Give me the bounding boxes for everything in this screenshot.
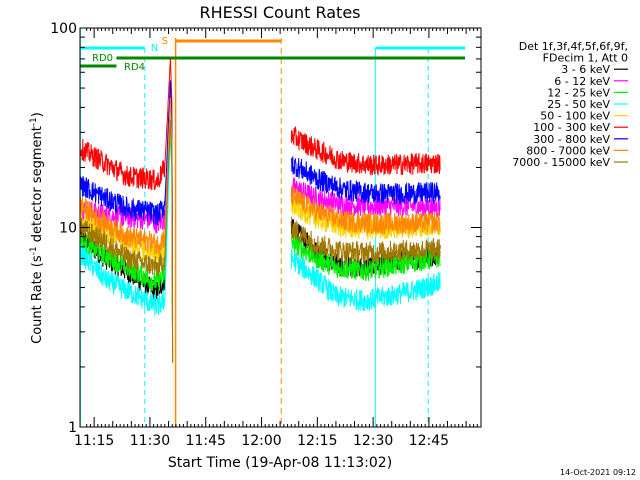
series-7 bbox=[79, 80, 441, 340]
series-4-line-1 bbox=[79, 131, 174, 363]
series-7-line-2 bbox=[290, 156, 441, 205]
series-9 bbox=[79, 119, 441, 363]
x-axis-label: Start Time (19-Apr-08 11:13:02) bbox=[168, 455, 392, 471]
y-label-sup1: -1 bbox=[29, 246, 39, 255]
series-4 bbox=[79, 131, 441, 363]
series-4-line-2 bbox=[290, 248, 441, 312]
y-tick-label: 100 bbox=[50, 21, 77, 37]
x-tick-label: 12:00 bbox=[241, 433, 281, 449]
legend-entry-label: 7000 - 15000 keV bbox=[512, 156, 610, 169]
legend-entry-label: 6 - 12 keV bbox=[554, 75, 610, 88]
series-7-line-1 bbox=[79, 80, 174, 340]
legend-header-2: FDecim 1, Att 0 bbox=[543, 52, 628, 65]
tick-layer: 11:15 11:30 11:45 12:00 12:15 12:30 12:45 1 10 10… bbox=[50, 21, 481, 449]
y-tick-label: 10 bbox=[59, 221, 77, 237]
saa-label: S bbox=[162, 36, 168, 47]
series-8 bbox=[79, 97, 441, 357]
series-9-line-1 bbox=[79, 119, 174, 363]
legend-entry-label: 12 - 25 keV bbox=[547, 86, 610, 99]
series-2-line-1 bbox=[79, 96, 174, 357]
series-9-line-2 bbox=[290, 216, 441, 264]
legend-entry-label: 50 - 100 keV bbox=[540, 110, 610, 123]
night-label: N bbox=[151, 43, 158, 54]
series-8-line-1 bbox=[79, 97, 174, 357]
legend-entry-label: 3 - 6 keV bbox=[561, 63, 610, 76]
timestamp: 14-Oct-2021 09:12 bbox=[560, 468, 636, 477]
rd4-label: RD4 bbox=[124, 62, 145, 73]
y-tick-label: 1 bbox=[68, 420, 77, 436]
annotation-layer: NS RD0 RD4 bbox=[79, 28, 465, 427]
x-tick-label: 12:15 bbox=[297, 433, 337, 449]
legend-entry-label: 300 - 800 keV bbox=[533, 133, 610, 146]
series-3-line-1 bbox=[79, 118, 174, 363]
y-label-part3: ) bbox=[30, 112, 45, 117]
legend-entry-label: 25 - 50 keV bbox=[547, 98, 610, 111]
x-tick-label: 11:15 bbox=[74, 433, 114, 449]
y-label-part1: Count Rate (s bbox=[30, 255, 45, 344]
x-tick-label: 11:45 bbox=[186, 433, 226, 449]
x-tick-label: 11:30 bbox=[130, 433, 170, 449]
legend: Det 1f,3f,4f,5f,6f,9f,FDecim 1, Att 03 -… bbox=[512, 40, 628, 169]
y-label-part2: detector segment bbox=[30, 126, 45, 246]
series-6-line-2 bbox=[290, 126, 441, 176]
chart-title: RHESSI Count Rates bbox=[200, 3, 361, 22]
x-tick-label: 12:45 bbox=[409, 433, 449, 449]
rd0-label: RD0 bbox=[92, 53, 113, 64]
legend-header-1: Det 1f,3f,4f,5f,6f,9f, bbox=[519, 40, 628, 53]
legend-entry-label: 800 - 7000 keV bbox=[526, 144, 610, 157]
x-tick-label: 12:30 bbox=[353, 433, 393, 449]
y-axis-label: Count Rate (s-1 detector segment-1) bbox=[29, 112, 45, 344]
series-8-line-2 bbox=[290, 185, 441, 235]
y-label-sup2: -1 bbox=[29, 117, 39, 126]
series-6-line-1 bbox=[79, 57, 174, 319]
series-6 bbox=[79, 57, 441, 319]
series-layer bbox=[79, 57, 441, 363]
legend-entry-label: 100 - 300 keV bbox=[533, 121, 610, 134]
